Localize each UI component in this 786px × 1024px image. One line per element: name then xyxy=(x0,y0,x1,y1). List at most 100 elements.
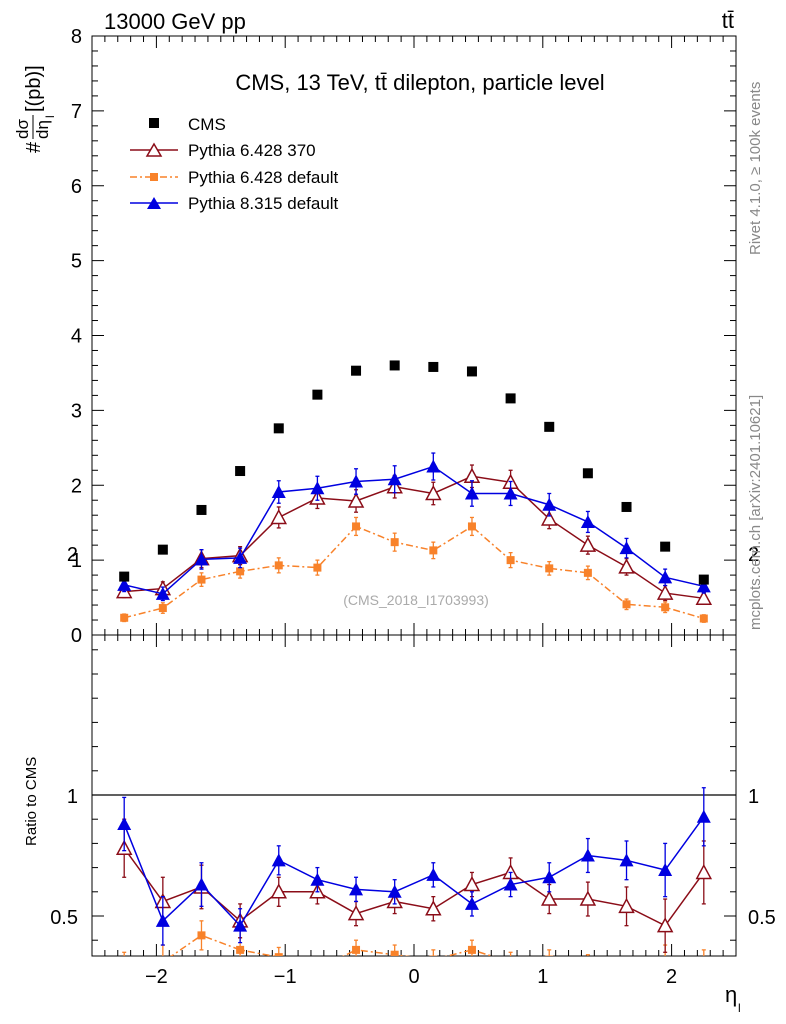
ratio-point-p8_default xyxy=(619,853,634,867)
ratio-point-p6_default xyxy=(197,931,206,940)
main-point-cms xyxy=(698,574,709,585)
y-tick-label: 7 xyxy=(71,101,82,123)
main-point-cms xyxy=(544,421,555,432)
legend-entry-pythia6-370: Pythia 6.428 370 xyxy=(130,141,316,160)
ratio-point-p8_default xyxy=(117,817,132,831)
y-label-unit: [(pb)] xyxy=(23,65,45,112)
mcplots-label: mcplots.cern.ch [arXiv:2401.10621] xyxy=(747,395,764,630)
main-point-cms xyxy=(119,571,130,582)
main-point-cms xyxy=(196,504,207,515)
main-point-p6_default xyxy=(506,556,515,565)
ratio-data xyxy=(115,787,713,973)
main-point-p8_default xyxy=(349,474,364,488)
ratio-point-p6_default xyxy=(120,963,128,971)
main-line-p8_default xyxy=(124,465,704,595)
ratio-point-p6_default xyxy=(661,958,669,966)
legend-label-pythia6-default: Pythia 6.428 default xyxy=(188,168,339,187)
main-point-p8_default xyxy=(619,541,634,555)
y-tick-label: 3 xyxy=(71,400,82,422)
main-point-p6_370 xyxy=(656,584,674,600)
ratio-point-p6_370 xyxy=(540,890,558,906)
ratio-point-p6_370 xyxy=(463,875,481,892)
main-point-p6_default xyxy=(236,567,245,576)
main-point-cms xyxy=(273,423,284,434)
ratio-point-p6_default xyxy=(390,950,399,956)
ratio-y-tick-label: 1 xyxy=(67,786,78,808)
legend-label-pythia6-370: Pythia 6.428 370 xyxy=(188,141,316,160)
ratio-y-tick-label: 0.5 xyxy=(50,907,78,929)
ratio-point-p8_default xyxy=(310,872,325,886)
main-point-cms xyxy=(389,360,400,371)
ratio-point-p6_370 xyxy=(618,897,635,914)
ratio-point-p6_default xyxy=(700,963,708,971)
main-point-p6_default xyxy=(583,568,592,577)
main-point-p8_default xyxy=(542,497,557,511)
ratio-point-p6_default xyxy=(236,945,245,954)
ratio-line-p6_default xyxy=(170,934,495,956)
main-point-cms xyxy=(351,365,362,376)
ratio-point-p6_default xyxy=(352,945,361,954)
legend-label-cms: CMS xyxy=(188,115,226,134)
y-tick-label: 2 xyxy=(71,475,82,497)
x-tick-label: 0 xyxy=(408,966,419,988)
ratio-point-p6_default xyxy=(429,955,438,956)
main-point-p6_370 xyxy=(695,589,713,606)
y-label-subscript: l xyxy=(43,115,57,118)
x-axis-label: η l xyxy=(725,982,741,1015)
main-point-p6_default xyxy=(467,522,476,531)
main-point-p8_default xyxy=(464,486,479,500)
main-point-p6_370 xyxy=(579,536,597,552)
ratio-point-p8_default xyxy=(155,913,170,927)
ratio-point-p8_default xyxy=(542,870,557,884)
main-point-p6_default xyxy=(313,563,322,572)
ratio-point-p6_default xyxy=(584,960,592,968)
main-data xyxy=(115,360,713,623)
main-point-p8_default xyxy=(503,486,518,500)
main-point-p8_default xyxy=(658,570,673,584)
legend-label-pythia8-default: Pythia 8.315 default xyxy=(188,194,339,213)
ratio-point-p6_370 xyxy=(656,917,674,933)
ratio-axes: −2 −1 0 1 20.5 0.51 12 2 xyxy=(50,544,776,988)
rivet-version-label: Rivet 4.1.0, ≥ 100k events xyxy=(747,82,764,255)
ratio-point-p6_default xyxy=(313,965,321,973)
y-tick-label: 6 xyxy=(71,176,82,198)
ratio-point-p6_370 xyxy=(270,883,288,899)
main-point-p6_370 xyxy=(618,558,635,574)
main-point-p8_default xyxy=(194,552,209,566)
ratio-point-p6_default xyxy=(507,958,515,966)
x-label-main: η xyxy=(725,982,737,1007)
ratio-point-p6_370 xyxy=(695,863,713,880)
main-point-p6_default xyxy=(661,603,670,612)
ratio-point-p8_default xyxy=(426,867,441,881)
y-label-denominator: dη xyxy=(33,120,52,139)
main-point-p8_default xyxy=(696,579,711,593)
main-point-p8_default xyxy=(426,459,441,473)
y-axis-label: # dσ dη l [(pb)] xyxy=(13,65,57,153)
ratio-point-p8_default xyxy=(233,918,248,932)
main-point-p6_default xyxy=(120,613,129,622)
main-point-p8_default xyxy=(580,514,595,528)
plot-title: CMS, 13 TeV, tt̄ dilepton, particle leve… xyxy=(235,70,604,95)
main-point-p8_default xyxy=(271,484,286,498)
main-point-p6_370 xyxy=(540,510,558,526)
ratio-y-tick-label-right: 2 xyxy=(748,544,759,566)
main-point-p6_default xyxy=(429,546,438,555)
ratio-line-p6_370 xyxy=(123,847,705,927)
ratio-point-p8_default xyxy=(387,884,402,898)
main-point-cms xyxy=(505,393,516,404)
ratio-y-tick-label-right: 0.5 xyxy=(748,907,776,929)
ratio-point-p8_default xyxy=(194,877,209,891)
legend: CMS Pythia 6.428 370 Pythia 6.428 defaul… xyxy=(130,115,339,213)
main-point-p8_default xyxy=(155,586,170,600)
analysis-id: (CMS_2018_I1703993) xyxy=(343,592,489,608)
main-point-p6_default xyxy=(274,561,283,570)
ratio-point-p8_default xyxy=(464,896,479,910)
main-point-p6_default xyxy=(197,575,206,584)
x-tick-label: −2 xyxy=(145,966,168,988)
y-tick-label: 5 xyxy=(71,251,82,273)
main-point-cms xyxy=(466,366,477,377)
ratio-point-p6_default xyxy=(545,955,554,956)
legend-entry-cms: CMS xyxy=(149,115,226,134)
